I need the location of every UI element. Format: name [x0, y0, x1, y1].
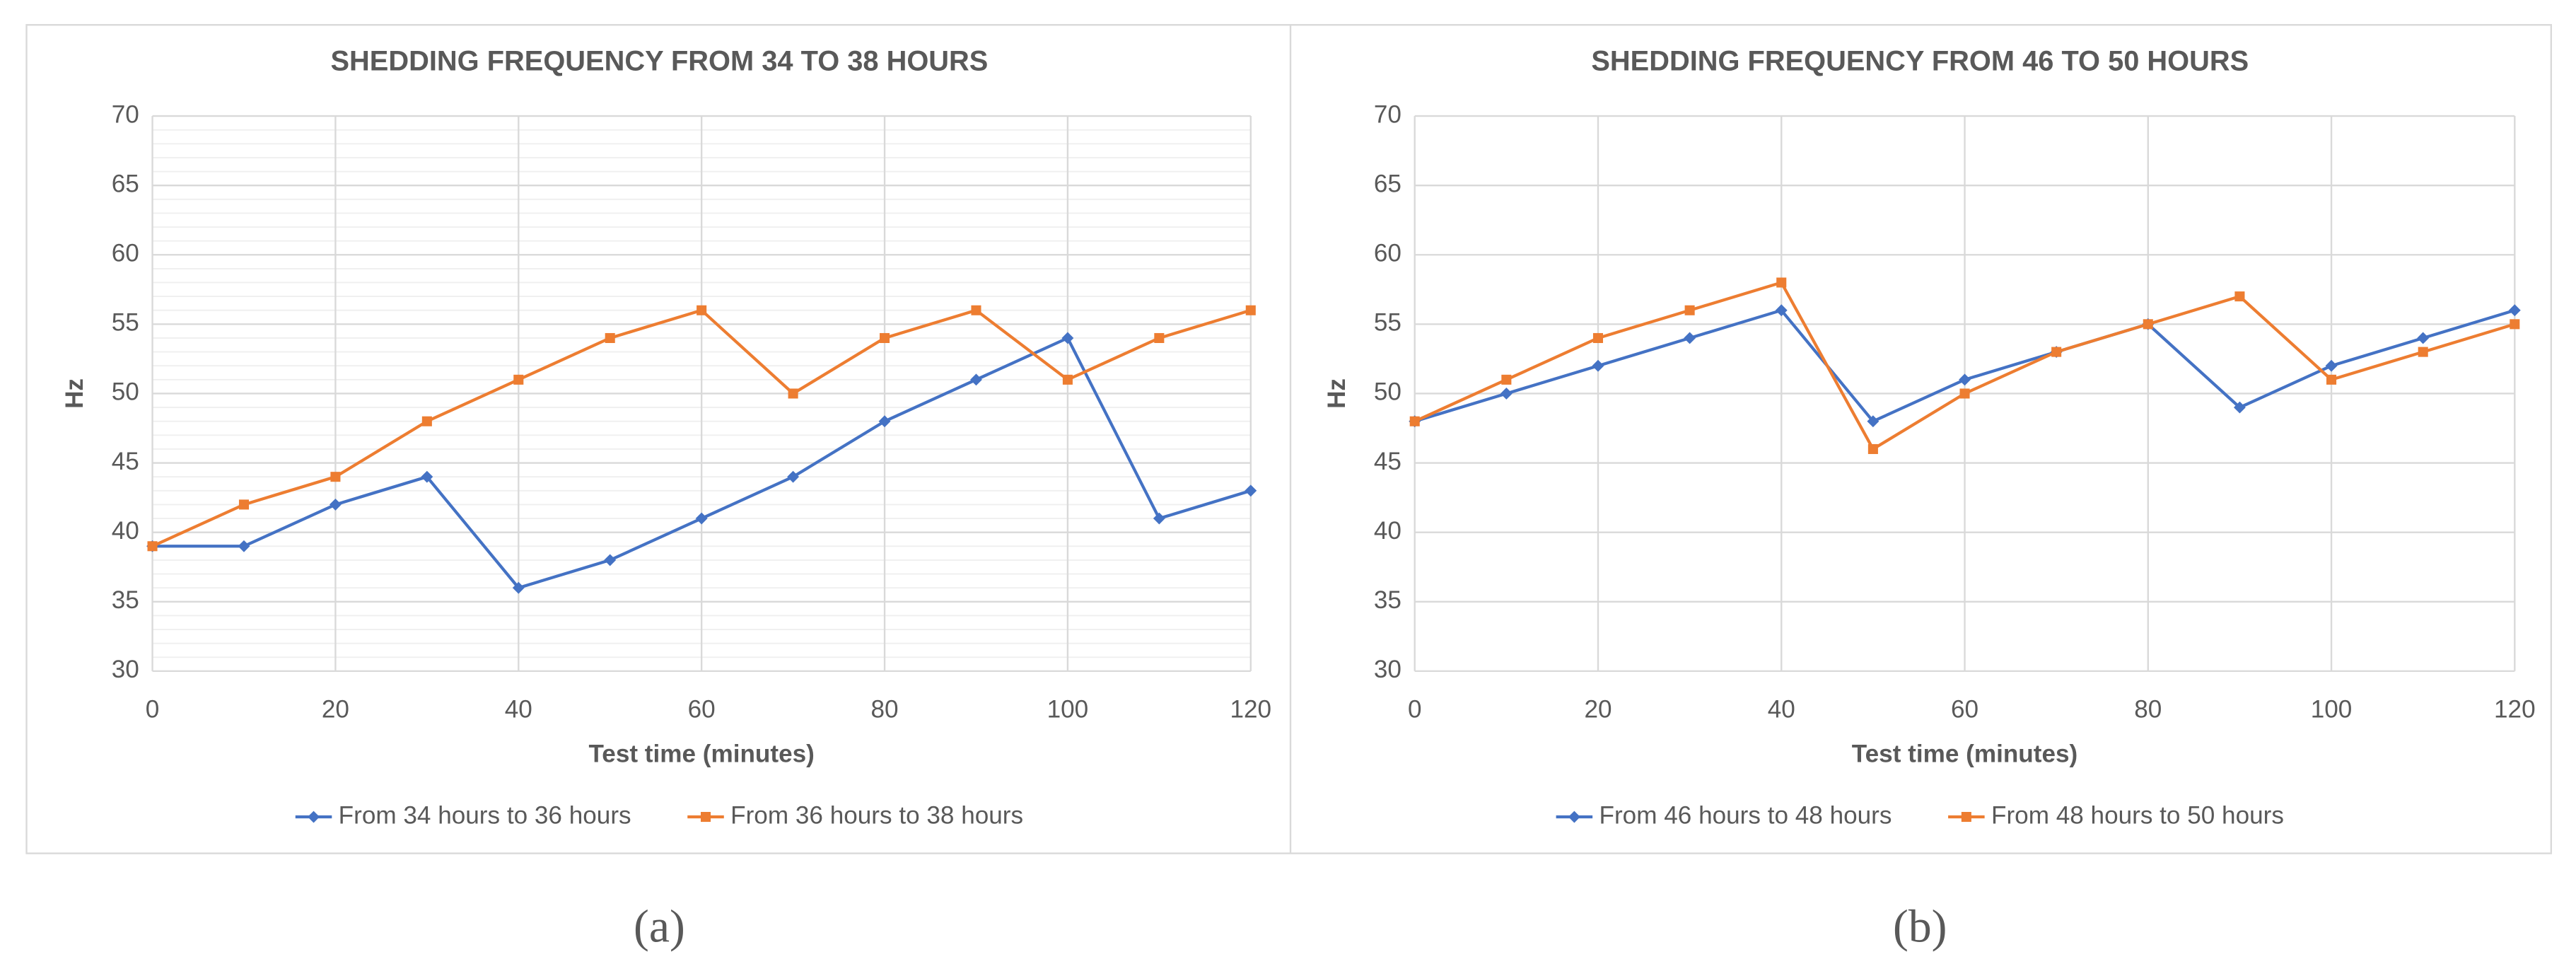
y-axis-label: Hz: [61, 378, 88, 409]
y-tick-label: 40: [112, 517, 139, 545]
data-point: [1684, 305, 1695, 315]
chart-title: SHEDDING FREQUENCY FROM 46 TO 50 HOURS: [1591, 46, 2249, 77]
x-axis-label: Test time (minutes): [1852, 740, 2077, 768]
y-tick-label: 70: [1374, 100, 1401, 128]
y-tick-label: 40: [1374, 517, 1401, 545]
y-tick-label: 35: [112, 586, 139, 614]
data-point: [1775, 304, 1788, 317]
legend-marker: [308, 811, 320, 823]
x-tick-label: 40: [505, 695, 532, 723]
legend-marker: [700, 812, 711, 823]
y-tick-label: 35: [1374, 586, 1401, 614]
data-point: [605, 332, 615, 344]
data-point: [421, 416, 432, 426]
data-point: [695, 512, 708, 525]
x-tick-label: 40: [1768, 695, 1795, 723]
data-point: [512, 581, 525, 594]
x-tick-label: 0: [1408, 695, 1422, 723]
data-point: [1592, 332, 1604, 344]
data-point: [788, 388, 798, 399]
y-tick-label: 65: [112, 170, 139, 197]
data-point: [880, 332, 890, 344]
y-tick-label: 50: [112, 378, 139, 406]
data-point: [2234, 291, 2245, 302]
legend-label: From 48 hours to 50 hours: [1991, 801, 2284, 829]
legend-marker: [1961, 812, 1971, 823]
data-point: [971, 305, 981, 315]
caption: (a): [634, 902, 685, 953]
y-tick-label: 50: [1374, 378, 1401, 406]
data-point: [1684, 332, 1696, 344]
data-point: [238, 540, 250, 552]
data-point: [1959, 373, 1971, 386]
data-point: [2326, 374, 2337, 385]
y-tick-label: 60: [112, 240, 139, 267]
x-tick-label: 20: [1584, 695, 1612, 723]
data-point: [1501, 374, 1512, 385]
y-tick-label: 65: [1374, 170, 1401, 197]
data-point: [2051, 347, 2062, 357]
data-point: [1867, 443, 1878, 454]
data-point: [1959, 388, 1970, 399]
data-point: [1592, 359, 1604, 372]
data-point: [1153, 512, 1165, 525]
data-point: [697, 305, 707, 315]
data-point: [1245, 305, 1256, 315]
x-tick-label: 120: [1230, 695, 1271, 723]
legend-label: From 36 hours to 38 hours: [730, 801, 1023, 829]
data-point: [1776, 277, 1787, 288]
y-tick-label: 60: [1374, 240, 1401, 267]
data-point: [329, 498, 342, 511]
data-point: [2418, 347, 2428, 357]
y-tick-label: 70: [112, 100, 139, 128]
data-point: [1245, 484, 1257, 497]
y-tick-label: 30: [1374, 656, 1401, 683]
x-tick-label: 80: [870, 695, 898, 723]
x-tick-label: 100: [1047, 695, 1089, 723]
data-point: [1154, 332, 1165, 344]
figure-frame: [25, 24, 2553, 854]
data-point: [2510, 319, 2520, 330]
legend-marker: [1568, 811, 1580, 823]
data-point: [238, 499, 250, 510]
data-point: [330, 472, 341, 482]
y-axis-label: Hz: [1323, 378, 1351, 409]
data-point: [147, 541, 158, 552]
data-point: [1867, 415, 1879, 428]
data-point: [421, 470, 433, 483]
legend-label: From 34 hours to 36 hours: [339, 801, 631, 829]
chart-title: SHEDDING FREQUENCY FROM 34 TO 38 HOURS: [330, 46, 988, 77]
y-tick-label: 55: [112, 309, 139, 337]
data-point: [513, 374, 524, 385]
data-point: [1062, 374, 1073, 385]
data-point: [970, 373, 982, 386]
x-tick-label: 60: [1951, 695, 1978, 723]
y-tick-label: 45: [1374, 448, 1401, 475]
y-tick-label: 45: [112, 448, 139, 475]
caption: (b): [1893, 902, 1947, 953]
y-tick-label: 55: [1374, 309, 1401, 337]
x-tick-label: 100: [2311, 695, 2353, 723]
legend-label: From 46 hours to 48 hours: [1599, 801, 1892, 829]
x-axis-label: Test time (minutes): [588, 740, 814, 768]
data-point: [604, 554, 617, 567]
x-tick-label: 0: [146, 695, 160, 723]
data-point: [2143, 319, 2153, 330]
x-tick-label: 60: [688, 695, 716, 723]
data-point: [1500, 388, 1513, 400]
x-tick-label: 120: [2494, 695, 2536, 723]
data-point: [2325, 359, 2338, 372]
x-tick-label: 80: [2134, 695, 2162, 723]
data-point: [1409, 416, 1420, 426]
y-tick-label: 30: [112, 656, 139, 683]
x-tick-label: 20: [322, 695, 349, 723]
